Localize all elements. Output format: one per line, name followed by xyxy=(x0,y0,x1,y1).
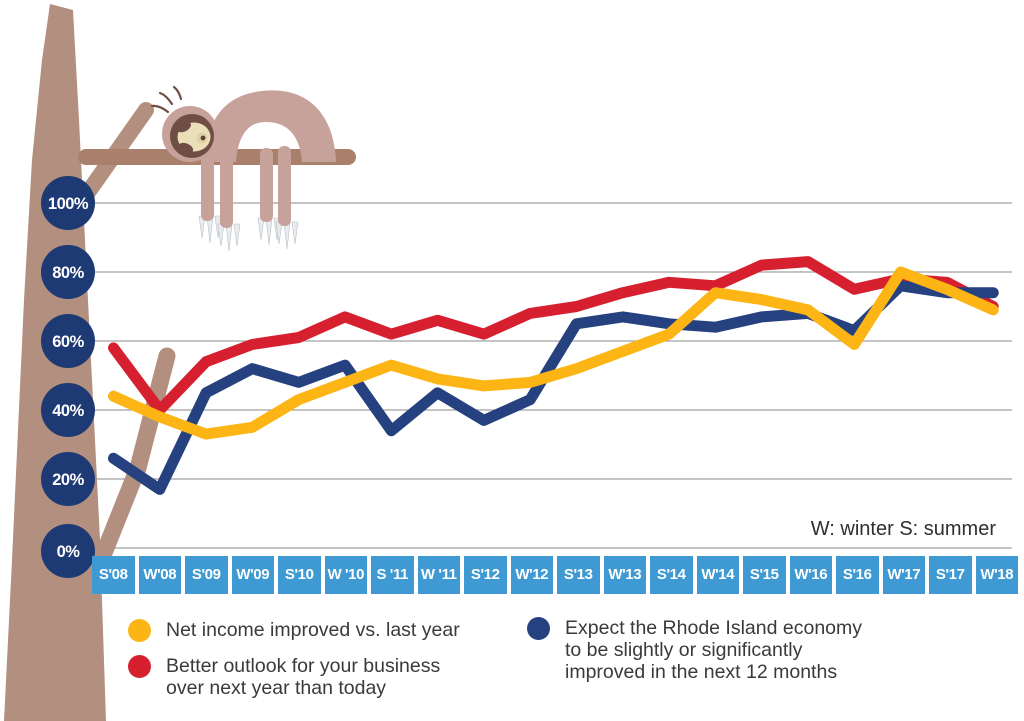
svg-text:40%: 40% xyxy=(52,402,84,420)
sloth-body xyxy=(205,90,336,162)
svg-text:80%: 80% xyxy=(52,264,84,282)
x-label: S'12 xyxy=(464,556,507,594)
y-tick-80: 80% xyxy=(41,245,95,299)
line-better-outlook xyxy=(108,256,999,416)
x-axis: S'08 W'08 S'09 W'09 S'10 W '10 S '11 W '… xyxy=(92,556,1018,594)
line-net-income xyxy=(108,266,999,440)
y-axis: 100% 80% 60% 40% 20% 0% xyxy=(41,176,95,578)
x-label: S'13 xyxy=(557,556,600,594)
x-label: W'16 xyxy=(789,556,832,594)
legend-label: improved in the next 12 months xyxy=(565,661,838,683)
y-tick-40: 40% xyxy=(41,383,95,437)
svg-text:60%: 60% xyxy=(52,333,84,351)
legend-item-net-income: Net income improved vs. last year xyxy=(128,619,460,642)
ri-economy-dot xyxy=(527,617,550,640)
x-label: W'13 xyxy=(603,556,646,594)
x-label: S'08 xyxy=(92,556,135,594)
sloth-illustration xyxy=(150,85,336,252)
x-label: S'16 xyxy=(836,556,879,594)
legend-label: Better outlook for your business xyxy=(166,655,441,677)
line-ri-economy xyxy=(108,280,999,495)
x-label: W'09 xyxy=(231,556,274,594)
x-label: S'17 xyxy=(929,556,972,594)
svg-text:0%: 0% xyxy=(57,543,81,561)
net-income-dot xyxy=(128,619,151,642)
better-outlook-dot xyxy=(128,655,151,678)
tree-lower-twig xyxy=(93,347,176,567)
x-label: W'17 xyxy=(882,556,925,594)
x-label: W'08 xyxy=(138,556,181,594)
season-note: W: winter S: summer xyxy=(810,518,996,540)
legend-label: Net income improved vs. last year xyxy=(166,619,460,641)
x-label: S'10 xyxy=(278,556,321,594)
x-label: S'14 xyxy=(650,556,693,594)
svg-text:100%: 100% xyxy=(48,195,89,213)
y-tick-20: 20% xyxy=(41,452,95,506)
x-label: S '11 xyxy=(371,556,414,594)
legend-label: to be slightly or significantly xyxy=(565,639,803,661)
y-tick-100: 100% xyxy=(41,176,95,230)
sloth-eye-left xyxy=(177,121,191,133)
legend-item-ri-economy: Expect the Rhode Island economy to be sl… xyxy=(527,617,862,683)
x-label: W'12 xyxy=(510,556,553,594)
x-label: W '10 xyxy=(324,556,367,594)
svg-text:20%: 20% xyxy=(52,471,84,489)
x-label: W'18 xyxy=(975,556,1018,594)
y-tick-60: 60% xyxy=(41,314,95,368)
x-label: W'14 xyxy=(696,556,739,594)
x-label: S'15 xyxy=(743,556,786,594)
x-label: S'09 xyxy=(185,556,228,594)
y-tick-0: 0% xyxy=(41,524,95,578)
legend-label: Expect the Rhode Island economy xyxy=(565,617,863,639)
sloth-eye-right xyxy=(178,142,194,154)
sloth-hair xyxy=(150,85,183,114)
x-label: W '11 xyxy=(417,556,460,594)
legend-label: over next year than today xyxy=(166,677,387,699)
legend-item-better-outlook: Better outlook for your business over ne… xyxy=(128,655,440,699)
